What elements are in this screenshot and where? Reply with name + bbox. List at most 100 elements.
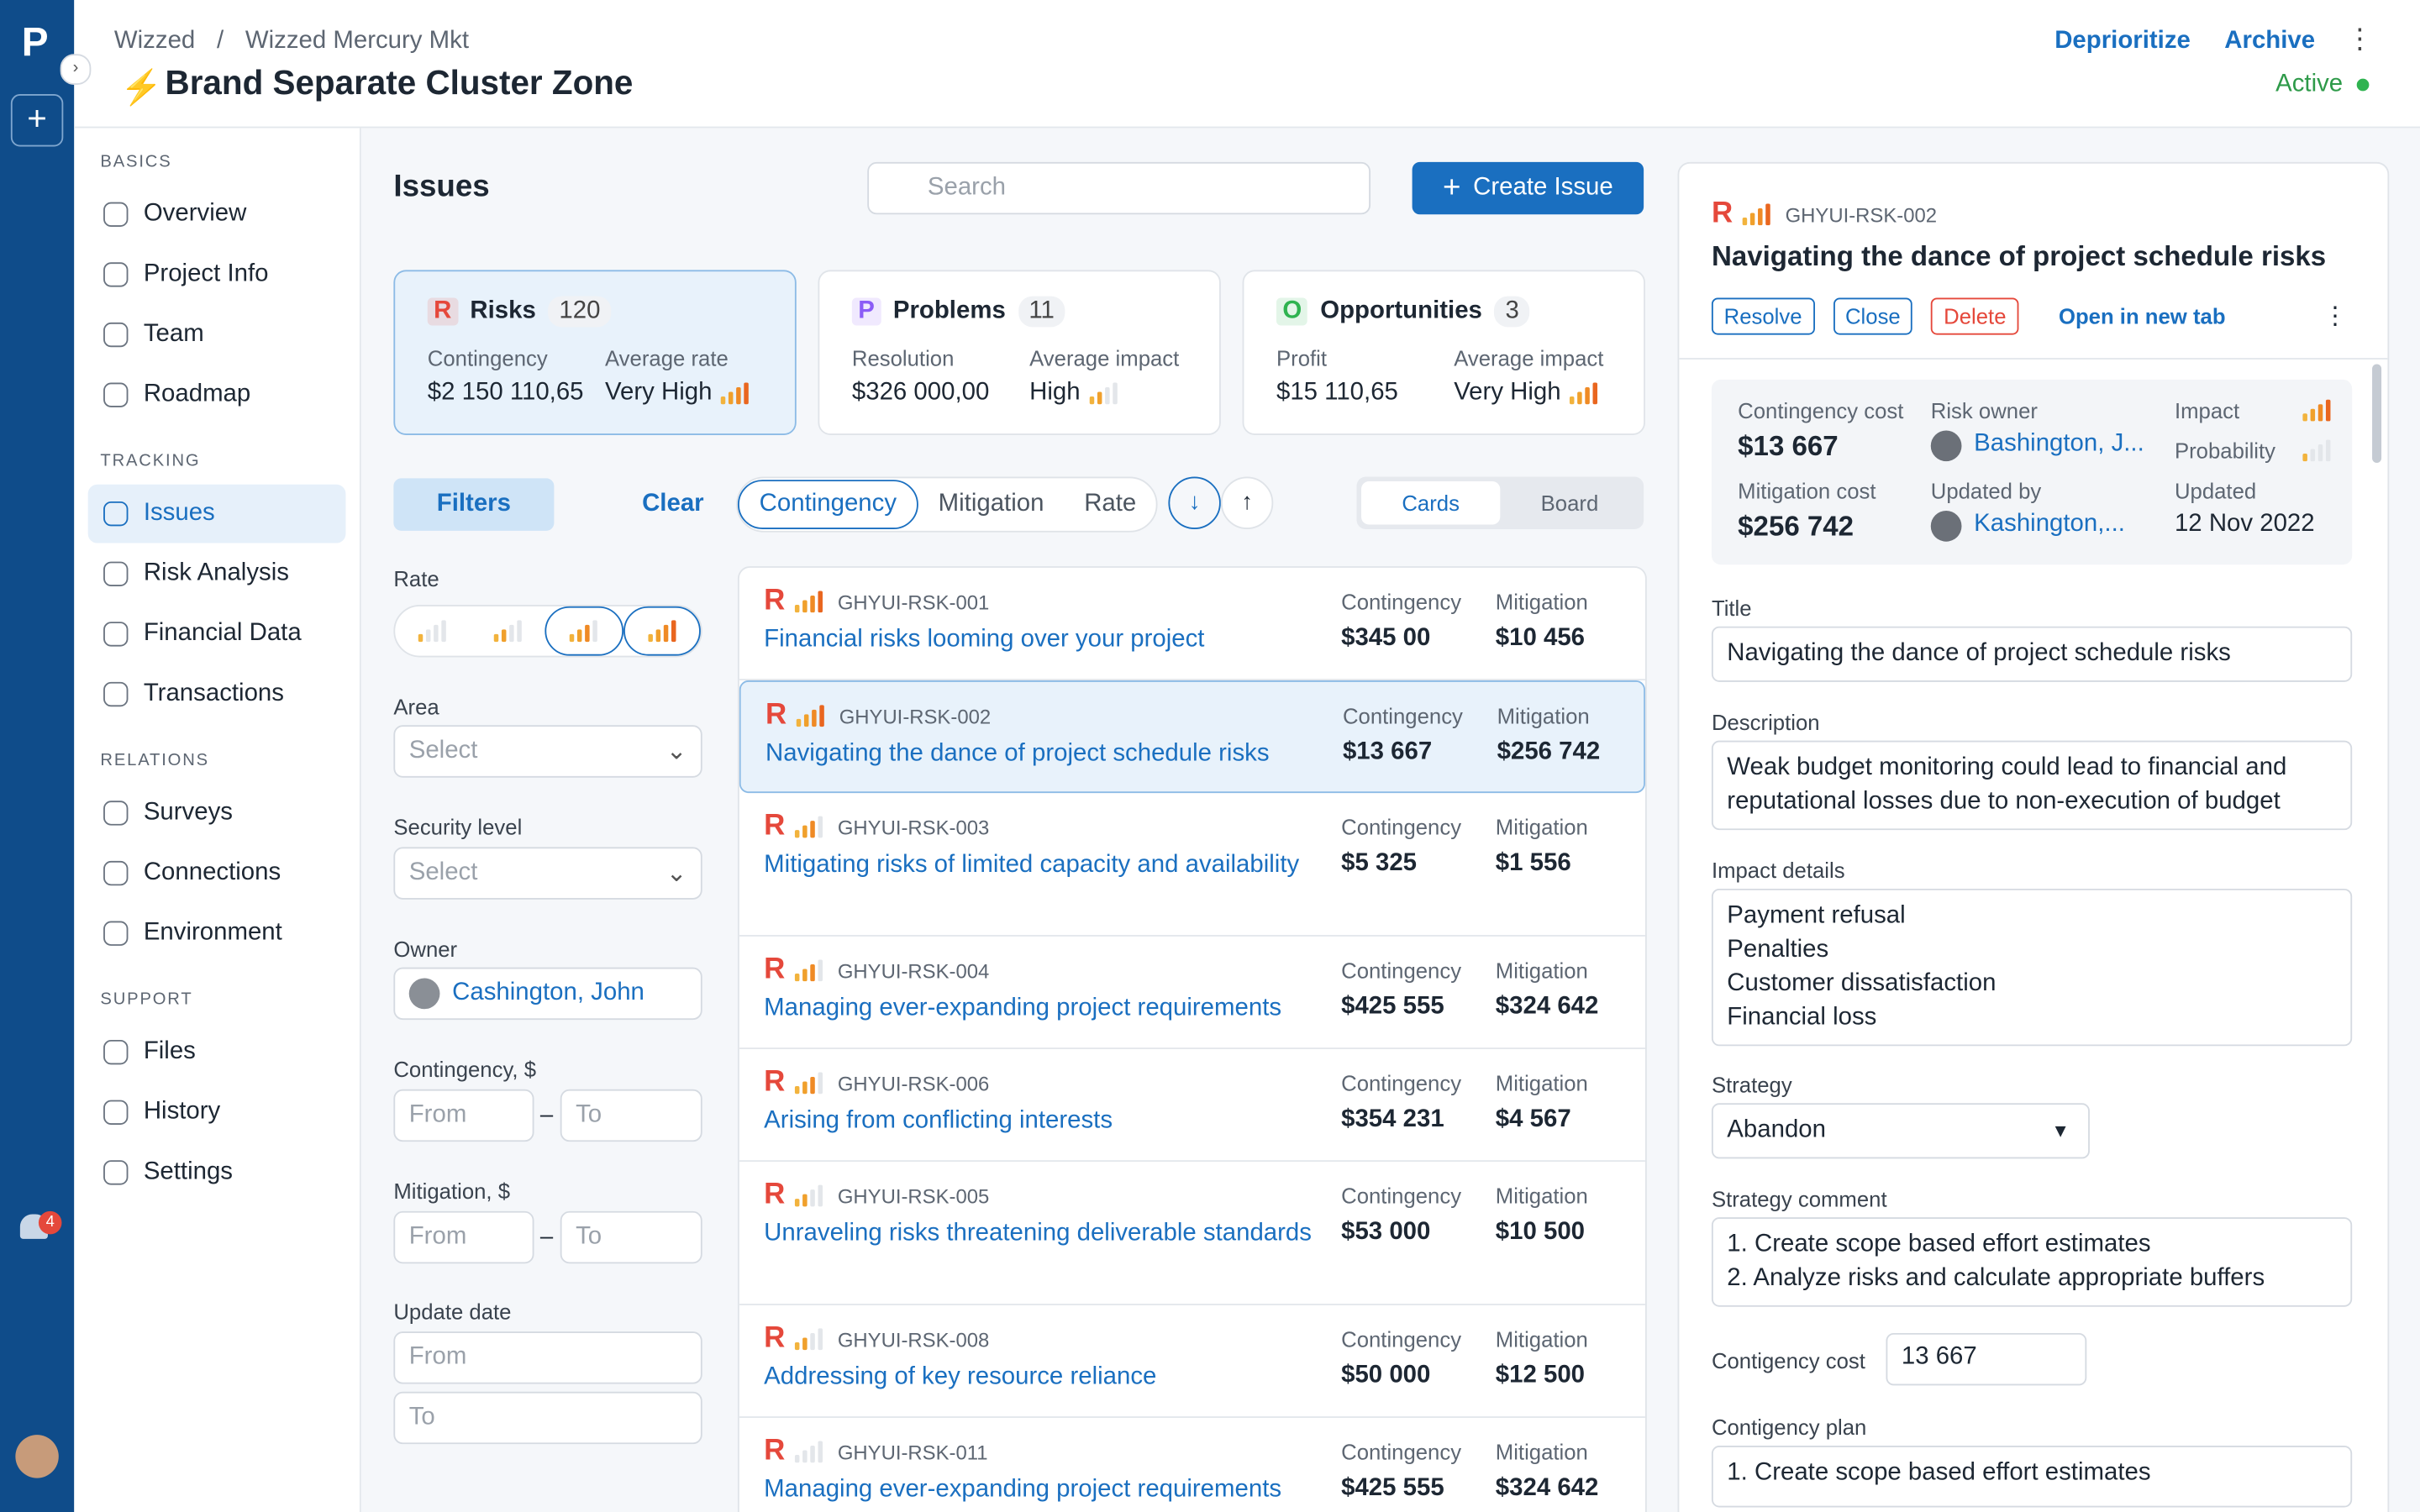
summary-card[interactable]: R Risks 120 Contingency $2 150 110,65 Average… — [393, 270, 797, 435]
add-button[interactable]: + — [10, 94, 64, 147]
summary-label: Updated by — [1930, 478, 2042, 503]
nav-item[interactable]: History — [88, 1083, 346, 1142]
bar — [809, 1445, 815, 1462]
view-toggle: Cards Board — [1356, 476, 1644, 530]
view-option[interactable]: Board — [1540, 491, 1599, 516]
nav-text: Files — [143, 1038, 196, 1065]
field[interactable]: Payment refusal Penalties Customer dissati… — [1711, 888, 2353, 1047]
sort-asc[interactable]: ↑ — [1220, 476, 1274, 530]
rate-option[interactable] — [395, 606, 470, 656]
issue-card[interactable]: R GHYUI-RSK-002 Navigating the dance of pr… — [739, 680, 1645, 794]
filter-input[interactable]: From — [393, 1331, 702, 1384]
card-label: Mitigation — [1497, 703, 1590, 728]
filter-input[interactable]: Cashington, John — [393, 967, 702, 1021]
nav-item[interactable]: Settings — [88, 1143, 346, 1202]
summary-card[interactable]: O Opportunities 3 Profit $15 110,65 Average i… — [1242, 270, 1645, 435]
view-option[interactable]: Cards — [1361, 481, 1501, 525]
bar — [736, 386, 742, 404]
detail-action[interactable]: Resolve — [1711, 297, 1815, 335]
nav-item[interactable]: Risk Analysis — [88, 544, 346, 603]
filter-input[interactable]: To — [560, 1210, 702, 1264]
bar — [1765, 202, 1770, 225]
summary-label: Contingency cost — [1738, 397, 1904, 423]
nav-item[interactable]: Project Info — [88, 245, 346, 304]
filter-input[interactable]: From — [393, 1210, 534, 1264]
detail-action[interactable]: Close — [1833, 297, 1913, 335]
nav-item[interactable]: Transactions — [88, 665, 346, 724]
open-tab[interactable]: Open in new tab — [2058, 303, 2226, 329]
issue-title: Unraveling risks threatening deliverable… — [764, 1220, 1312, 1247]
filter-input[interactable]: Select ⌄ — [393, 847, 702, 900]
nav-item[interactable]: Files — [88, 1023, 346, 1082]
summary-label: Impact — [2174, 397, 2240, 423]
header-action[interactable]: Deprioritize — [2054, 28, 2191, 55]
type-letter: R — [427, 297, 458, 326]
nav-item[interactable]: Surveys — [88, 784, 346, 843]
field[interactable]: Navigating the dance of project schedule… — [1711, 626, 2353, 682]
rate-bars — [2302, 399, 2331, 422]
field-text: Weak budget monitoring could lead to fin… — [1727, 754, 2287, 815]
bar — [817, 590, 823, 612]
bar — [1742, 217, 1747, 225]
bar — [802, 968, 808, 981]
main: Issues Search + Create Issue R Risks 120 Contin… — [360, 128, 2420, 1512]
nav-item[interactable]: Roadmap — [88, 365, 346, 424]
nav-item[interactable]: Issues — [87, 484, 346, 543]
collapse[interactable]: › — [60, 54, 92, 86]
more[interactable]: ⋮ — [2345, 23, 2374, 55]
type-letter: R — [764, 1435, 786, 1467]
crumb[interactable]: Wizzed — [113, 28, 196, 55]
filter-input[interactable]: To — [560, 1089, 702, 1142]
issue-card[interactable]: R GHYUI-RSK-011 Managing ever-expanding pr… — [739, 1418, 1645, 1512]
field[interactable]: Weak budget monitoring could lead to fin… — [1711, 740, 2353, 831]
issue-card[interactable]: R GHYUI-RSK-008 Addressing of key resource… — [739, 1305, 1645, 1418]
filters-button[interactable]: Filters — [393, 478, 555, 531]
detail-more[interactable]: ⋮ — [2323, 303, 2348, 331]
issue-card[interactable]: R GHYUI-RSK-006 Arising from conflicting i… — [739, 1049, 1645, 1163]
bar — [2317, 444, 2323, 462]
nav-item[interactable]: Connections — [88, 844, 346, 903]
sort-tab[interactable]: Rate — [1084, 491, 1137, 517]
issue-card[interactable]: R GHYUI-RSK-001 Financial risks looming ov… — [739, 568, 1645, 681]
sort-tab[interactable]: Mitigation — [938, 491, 1044, 517]
type-count: 3 — [1494, 296, 1530, 328]
nav-item[interactable]: Environment — [88, 904, 346, 963]
rate-bars — [1742, 202, 1770, 225]
filter-input[interactable]: From — [393, 1089, 534, 1142]
sort-desc[interactable]: ↓ — [1168, 476, 1221, 530]
filter-input[interactable]: To — [393, 1391, 702, 1445]
avatar[interactable] — [15, 1435, 59, 1478]
filter-input[interactable]: Select ⌄ — [393, 725, 702, 778]
rate-option[interactable] — [470, 606, 544, 656]
rate-option[interactable] — [623, 606, 701, 656]
detail-action[interactable]: Delete — [1931, 297, 2019, 335]
issue-card[interactable]: R GHYUI-RSK-004 Managing ever-expanding pr… — [739, 937, 1645, 1049]
issue-card[interactable]: R GHYUI-RSK-003 Mitigating risks of limite… — [739, 793, 1645, 937]
issue-card[interactable]: R GHYUI-RSK-005 Unraveling risks threateni… — [739, 1162, 1645, 1305]
nav-item[interactable]: Financial Data — [88, 605, 346, 664]
field[interactable]: 1. Create scope based effort estimates 2.… — [1711, 1217, 2353, 1307]
create-text: Create Issue — [1473, 174, 1613, 201]
crumb[interactable]: Wizzed Mercury Mkt — [245, 28, 470, 55]
field[interactable]: 1. Create scope based effort estimates — [1711, 1446, 2353, 1508]
search[interactable]: Search — [867, 161, 1371, 215]
status-dot — [2356, 78, 2370, 92]
bar — [1104, 386, 1110, 404]
field[interactable]: Abandon ▼ — [1711, 1103, 2090, 1159]
bar — [802, 1449, 808, 1462]
sort-tab[interactable]: Contingency — [737, 480, 918, 530]
nav-item[interactable]: Overview — [88, 185, 346, 244]
header-action[interactable]: Archive — [2224, 28, 2316, 55]
summary-card[interactable]: P Problems 11 Resolution $326 000,00 Average … — [818, 270, 1221, 435]
field-label: Title — [1711, 595, 1752, 621]
summary-value: Very High — [605, 380, 750, 407]
nav-item[interactable]: Team — [88, 306, 346, 365]
issue-id: GHYUI-RSK-003 — [837, 815, 990, 839]
rate-option[interactable] — [544, 606, 623, 656]
field[interactable]: 13 667 — [1886, 1332, 2087, 1386]
clear[interactable]: Clear — [642, 491, 704, 517]
bar — [817, 1327, 823, 1350]
create-issue[interactable]: + Create Issue — [1412, 161, 1644, 215]
bar — [2310, 449, 2316, 462]
